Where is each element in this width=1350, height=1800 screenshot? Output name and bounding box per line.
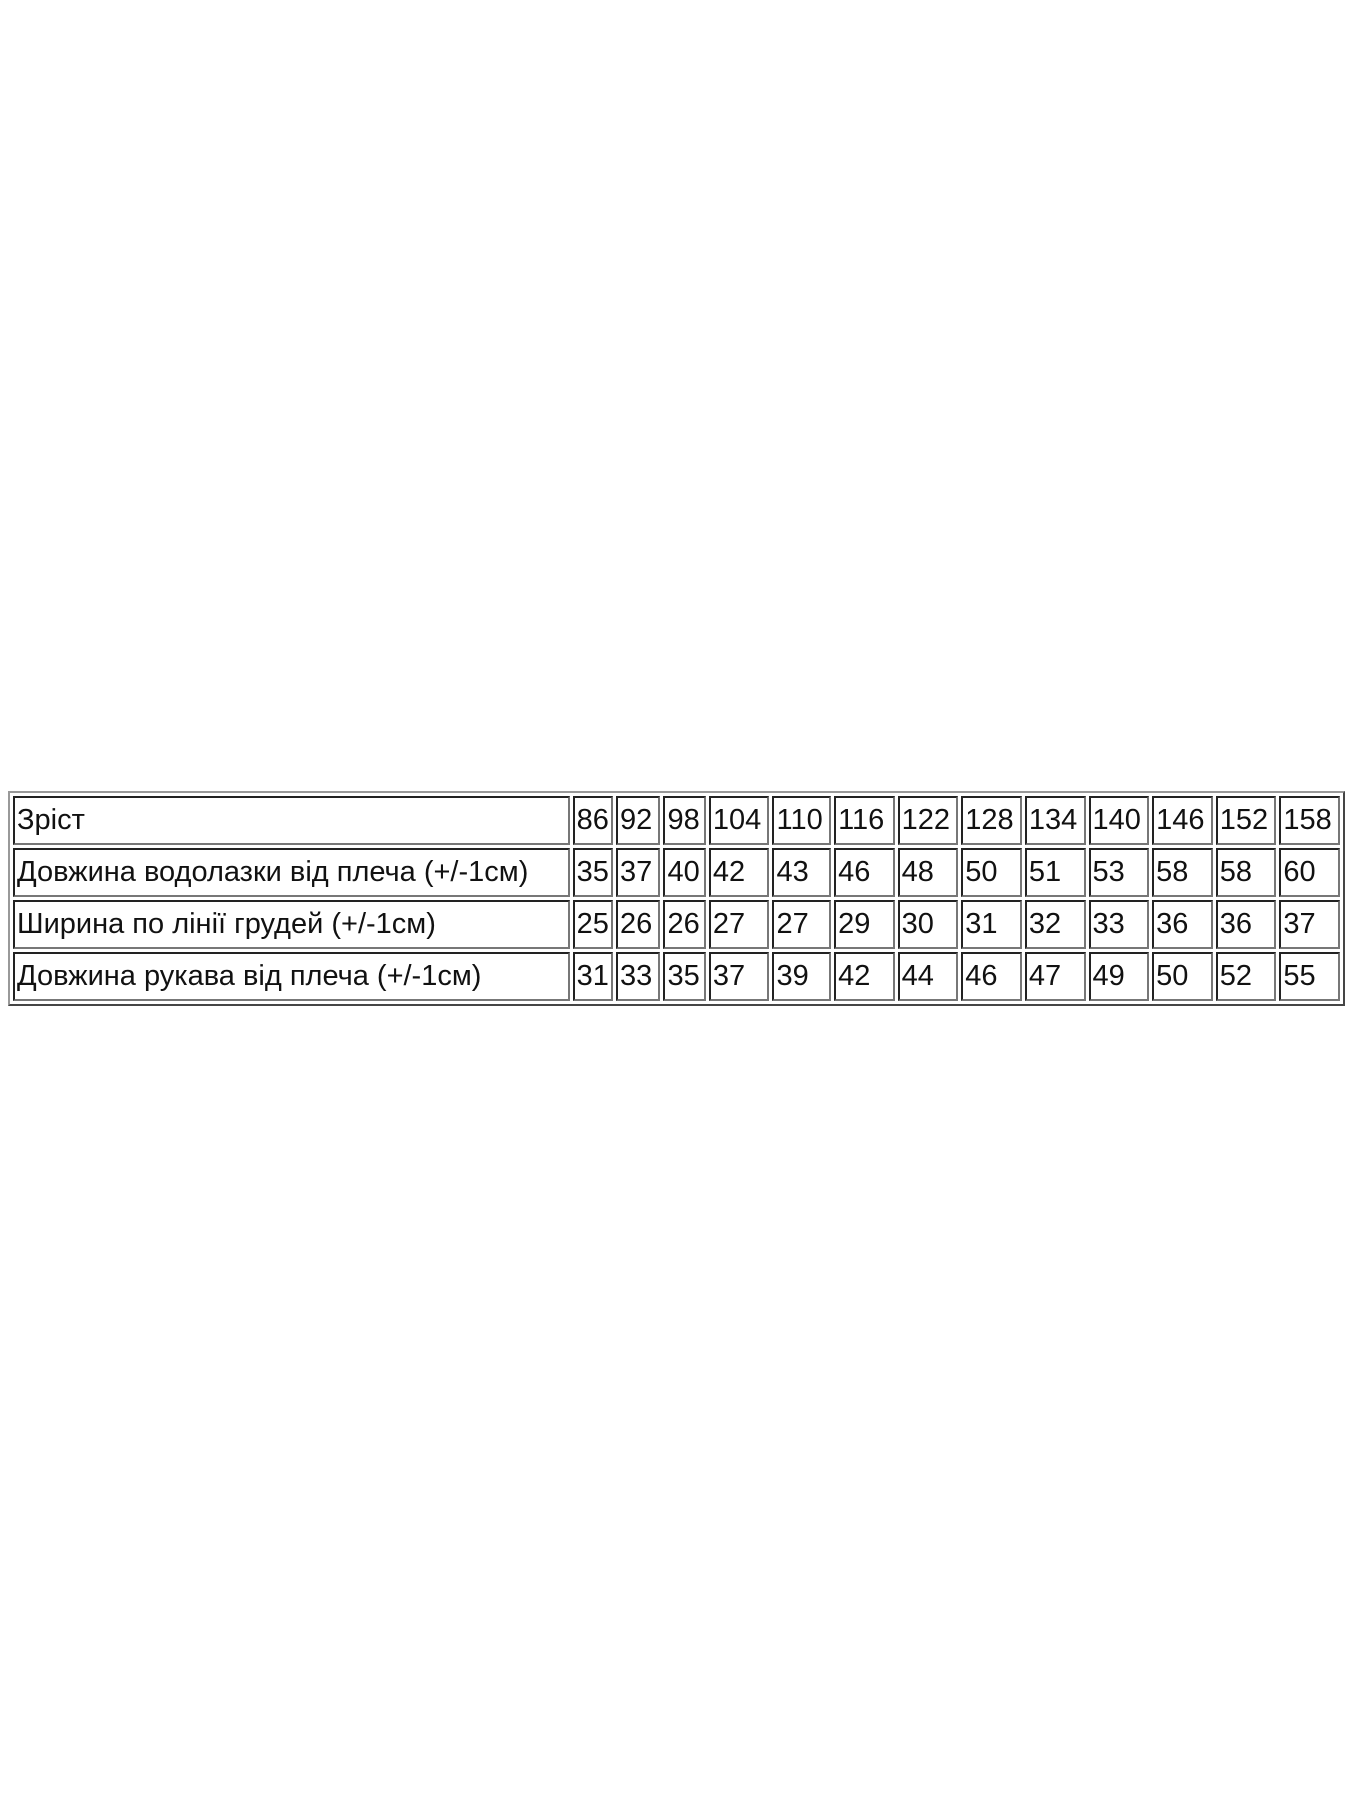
- size-header-cell: 92: [616, 796, 661, 845]
- measurement-cell: 32: [1024, 900, 1086, 949]
- measurement-cell: 46: [961, 952, 1022, 1001]
- measurement-cell: 35: [663, 952, 706, 1001]
- measurement-cell: 49: [1088, 952, 1150, 1001]
- measurement-cell: 27: [708, 900, 770, 949]
- measurement-cell: 50: [961, 848, 1022, 897]
- size-header-cell: 146: [1152, 796, 1213, 845]
- measurement-cell: 36: [1152, 900, 1213, 949]
- size-header-cell: 116: [834, 796, 895, 845]
- measurement-cell: 33: [1088, 900, 1150, 949]
- measurement-cell: 42: [708, 848, 770, 897]
- measurement-cell: 26: [663, 900, 706, 949]
- measurement-cell: 39: [772, 952, 832, 1001]
- measurement-cell: 50: [1152, 952, 1213, 1001]
- measurement-cell: 29: [834, 900, 895, 949]
- size-header-cell: 152: [1215, 796, 1277, 845]
- measurement-cell: 33: [616, 952, 661, 1001]
- measurement-cell: 58: [1215, 848, 1277, 897]
- measurement-cell: 60: [1279, 848, 1340, 897]
- measurement-cell: 51: [1024, 848, 1086, 897]
- measurement-cell: 35: [572, 848, 614, 897]
- measurement-cell: 31: [572, 952, 614, 1001]
- measurement-cell: 25: [572, 900, 614, 949]
- measurement-cell: 30: [897, 900, 959, 949]
- measurement-cell: 43: [772, 848, 832, 897]
- row-label: Довжина рукава від плеча (+/-1см): [13, 952, 570, 1001]
- size-header-cell: 110: [772, 796, 832, 845]
- size-header-cell: 128: [961, 796, 1022, 845]
- size-header-cell: 86: [572, 796, 614, 845]
- measurement-cell: 42: [834, 952, 895, 1001]
- size-header-cell: 134: [1024, 796, 1086, 845]
- measurement-cell: 26: [616, 900, 661, 949]
- row-label: Зріст: [13, 796, 570, 845]
- measurement-cell: 31: [961, 900, 1022, 949]
- measurement-cell: 36: [1215, 900, 1277, 949]
- size-header-cell: 158: [1279, 796, 1340, 845]
- measurement-cell: 40: [663, 848, 706, 897]
- size-header-cell: 98: [663, 796, 706, 845]
- measurement-cell: 53: [1088, 848, 1150, 897]
- row-length: Довжина водолазки від плеча (+/-1см) 35 37…: [13, 848, 1340, 897]
- measurement-cell: 27: [772, 900, 832, 949]
- measurement-cell: 37: [708, 952, 770, 1001]
- row-label: Довжина водолазки від плеча (+/-1см): [13, 848, 570, 897]
- measurement-cell: 44: [897, 952, 959, 1001]
- size-header-cell: 140: [1088, 796, 1150, 845]
- measurement-cell: 46: [834, 848, 895, 897]
- measurement-cell: 52: [1215, 952, 1277, 1001]
- row-sleeve-length: Довжина рукава від плеча (+/-1см) 31 33 35 3…: [13, 952, 1340, 1001]
- measurement-cell: 55: [1279, 952, 1340, 1001]
- measurement-cell: 37: [616, 848, 661, 897]
- row-label: Ширина по лінії грудей (+/-1см): [13, 900, 570, 949]
- size-chart-table: Зріст 86 92 98 104 110 116 122 128 134 140 146 152 15…: [8, 791, 1345, 1006]
- measurement-cell: 47: [1024, 952, 1086, 1001]
- measurement-cell: 58: [1152, 848, 1213, 897]
- size-header-cell: 122: [897, 796, 959, 845]
- size-header-cell: 104: [708, 796, 770, 845]
- row-height: Зріст 86 92 98 104 110 116 122 128 134 140 146 152 15…: [13, 796, 1340, 845]
- measurement-cell: 48: [897, 848, 959, 897]
- row-chest-width: Ширина по лінії грудей (+/-1см) 25 26 26 27 2…: [13, 900, 1340, 949]
- measurement-cell: 37: [1279, 900, 1340, 949]
